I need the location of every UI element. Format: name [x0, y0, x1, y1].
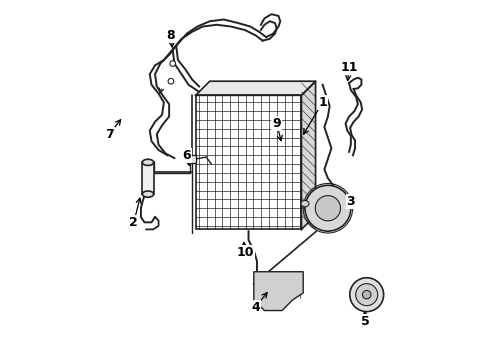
Text: 2: 2 [129, 216, 138, 229]
Ellipse shape [142, 191, 154, 197]
Circle shape [350, 278, 384, 312]
Text: 11: 11 [341, 60, 358, 73]
Circle shape [315, 195, 341, 221]
Text: 9: 9 [272, 117, 281, 130]
Text: 7: 7 [105, 128, 114, 141]
Text: 4: 4 [251, 301, 260, 314]
Polygon shape [301, 81, 316, 229]
Text: 5: 5 [361, 315, 369, 328]
Ellipse shape [301, 201, 309, 207]
Text: 6: 6 [182, 149, 191, 162]
Polygon shape [254, 272, 303, 311]
Bar [142, 162, 154, 194]
Circle shape [356, 284, 378, 306]
Circle shape [170, 61, 175, 66]
Circle shape [305, 185, 351, 231]
Bar [188, 154, 196, 163]
Text: 3: 3 [346, 195, 355, 208]
Text: 10: 10 [236, 246, 254, 259]
Circle shape [363, 291, 371, 299]
Text: 1: 1 [318, 96, 327, 109]
Polygon shape [196, 81, 316, 95]
Ellipse shape [142, 159, 154, 166]
Bar [196, 95, 301, 229]
Circle shape [168, 78, 174, 84]
Text: 8: 8 [167, 29, 175, 42]
